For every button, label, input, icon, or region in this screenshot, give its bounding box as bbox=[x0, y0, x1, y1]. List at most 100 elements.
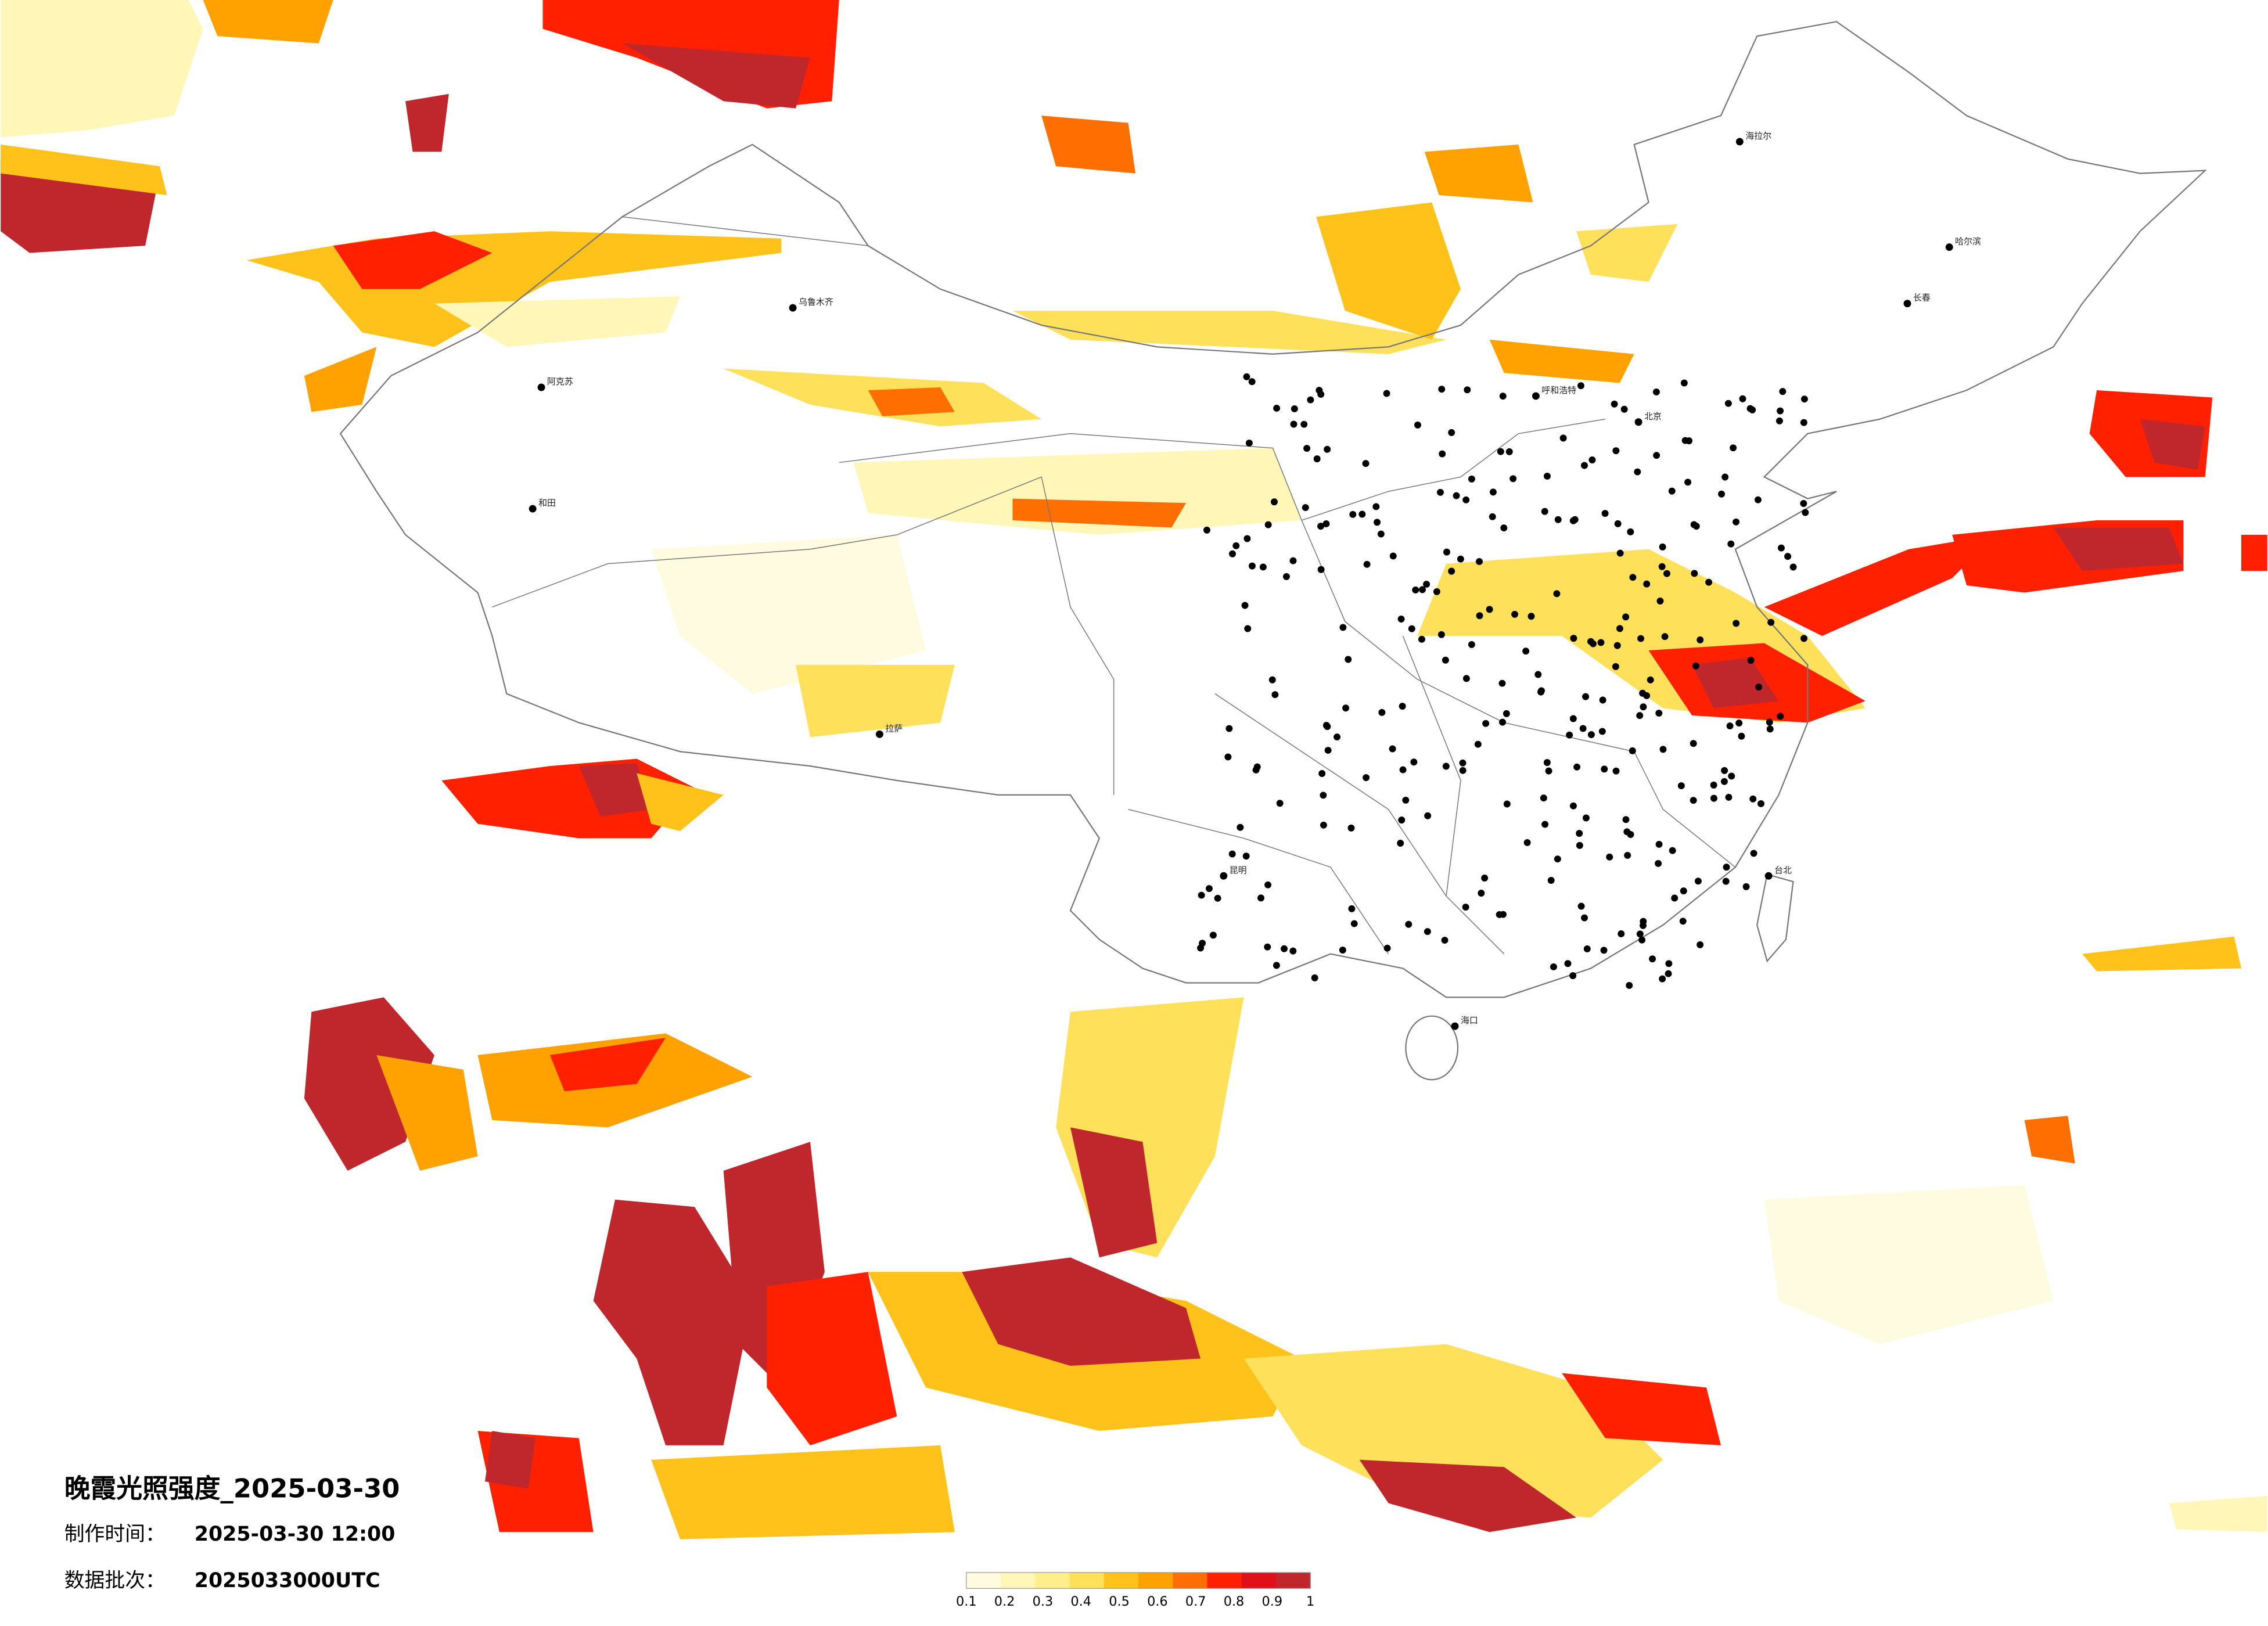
city-dot bbox=[1237, 823, 1244, 831]
city-dot bbox=[529, 505, 537, 513]
city-dot bbox=[1441, 937, 1448, 944]
city-dot bbox=[1671, 894, 1678, 902]
legend-swatch bbox=[1173, 1572, 1208, 1589]
city-dot bbox=[1733, 620, 1740, 627]
city-dot bbox=[1242, 852, 1250, 860]
city-dot bbox=[1363, 774, 1370, 782]
field-patch bbox=[853, 448, 1302, 535]
city-dot bbox=[1418, 635, 1425, 643]
city-dot bbox=[1320, 792, 1327, 799]
city-dot bbox=[1540, 794, 1547, 802]
city-dot bbox=[1307, 396, 1314, 404]
city-dot bbox=[1462, 904, 1469, 911]
city-dot bbox=[1638, 936, 1646, 944]
city-dot bbox=[1764, 872, 1773, 880]
city-dot bbox=[1735, 138, 1744, 146]
city-dot bbox=[1718, 490, 1726, 498]
legend-tick-label: 0.9 bbox=[1262, 1594, 1283, 1609]
legend-swatch bbox=[1069, 1572, 1105, 1589]
city-dot bbox=[1694, 877, 1702, 885]
field-patch bbox=[1316, 202, 1461, 340]
city-dot bbox=[1482, 720, 1490, 727]
city-dot bbox=[1462, 675, 1470, 682]
city-dot bbox=[1573, 763, 1581, 771]
city-dot bbox=[1685, 437, 1693, 445]
city-dot bbox=[1537, 687, 1545, 695]
city-dot bbox=[1241, 602, 1249, 609]
field-patch bbox=[1576, 224, 1678, 282]
city-dot bbox=[1349, 510, 1357, 518]
city-dot bbox=[1248, 378, 1256, 386]
city-dot bbox=[1784, 553, 1792, 560]
field-patch bbox=[796, 664, 955, 738]
city-dot bbox=[1690, 740, 1697, 747]
city-dot bbox=[1587, 731, 1595, 739]
city-dot bbox=[1616, 549, 1624, 557]
city-dot bbox=[1410, 758, 1418, 766]
city-dot bbox=[1199, 940, 1206, 947]
city-dot bbox=[1757, 800, 1764, 807]
city-dot bbox=[1523, 839, 1531, 846]
city-dot bbox=[1289, 947, 1297, 955]
city-dot bbox=[1499, 718, 1506, 726]
city-dot bbox=[1738, 732, 1745, 740]
legend-swatch bbox=[1241, 1572, 1277, 1589]
city-dot bbox=[1474, 740, 1482, 748]
city-dot bbox=[1402, 796, 1410, 804]
legend: 0.1 0.2 0.3 0.4 0.5 0.6 0.7 0.8 0.9 1 bbox=[956, 1572, 1314, 1609]
field-patch bbox=[1012, 311, 1447, 354]
city-dot bbox=[1358, 510, 1366, 518]
legend-swatch bbox=[1001, 1572, 1036, 1589]
city-dot bbox=[1611, 400, 1618, 408]
city-dot bbox=[1726, 722, 1734, 730]
city-dot bbox=[1459, 767, 1467, 774]
city-dot bbox=[1399, 766, 1407, 774]
city-dot bbox=[1283, 573, 1290, 580]
city-dot bbox=[1577, 902, 1585, 910]
city-dot bbox=[1489, 488, 1497, 496]
city-dot bbox=[1311, 974, 1318, 981]
city-dot bbox=[1553, 590, 1561, 598]
city-dot bbox=[1665, 970, 1672, 977]
city-dot bbox=[1225, 725, 1233, 732]
city-dot bbox=[1739, 395, 1746, 402]
city-dot bbox=[1640, 703, 1647, 711]
city-dot bbox=[1438, 386, 1446, 393]
city-dot bbox=[1442, 656, 1449, 664]
city-dot bbox=[1448, 429, 1455, 436]
city-dot bbox=[1268, 676, 1276, 684]
city-dot bbox=[1629, 747, 1636, 754]
city-dot bbox=[1945, 243, 1953, 251]
city-dot bbox=[1232, 542, 1240, 549]
city-dot bbox=[1680, 887, 1687, 895]
city-dot bbox=[1339, 624, 1347, 631]
field-patch bbox=[1692, 657, 1779, 708]
field-patch bbox=[1489, 339, 1634, 383]
city-dots bbox=[529, 138, 1953, 1030]
field-patch bbox=[304, 997, 434, 1171]
city-dot bbox=[1198, 891, 1205, 899]
city-dot bbox=[1424, 928, 1431, 936]
city-dot bbox=[1543, 759, 1551, 767]
legend-swatch bbox=[1275, 1572, 1311, 1589]
island-border bbox=[1756, 873, 1794, 963]
legend-tick-label: 0.6 bbox=[1147, 1594, 1168, 1609]
city-dot bbox=[1499, 393, 1507, 400]
city-dot bbox=[1527, 613, 1535, 620]
city-dot bbox=[1437, 631, 1445, 638]
city-dot bbox=[1453, 492, 1460, 499]
city-dot bbox=[1725, 793, 1733, 801]
city-dot bbox=[537, 383, 545, 391]
city-dot bbox=[1476, 612, 1483, 620]
legend-tick-label: 0.7 bbox=[1185, 1594, 1206, 1609]
city-dot bbox=[1622, 816, 1630, 823]
city-dot bbox=[1317, 566, 1325, 573]
city-dot bbox=[1205, 885, 1213, 893]
city-dot bbox=[1727, 540, 1735, 548]
city-dot bbox=[1342, 704, 1350, 712]
city-dot bbox=[1347, 824, 1355, 832]
field-patch bbox=[1, 144, 167, 195]
city-dot bbox=[1462, 496, 1470, 503]
city-dot bbox=[1597, 639, 1605, 646]
city-dot bbox=[1653, 452, 1660, 459]
